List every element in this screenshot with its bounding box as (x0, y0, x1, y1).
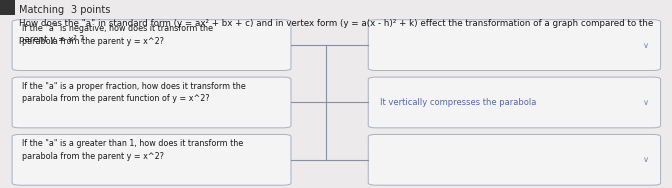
Text: Matching: Matching (19, 5, 64, 15)
FancyBboxPatch shape (0, 0, 15, 15)
FancyBboxPatch shape (368, 134, 661, 185)
Text: parent y = x² ?: parent y = x² ? (19, 35, 84, 44)
FancyBboxPatch shape (12, 20, 291, 70)
Text: ∨: ∨ (642, 41, 649, 50)
FancyBboxPatch shape (12, 134, 291, 185)
Text: ∨: ∨ (642, 98, 649, 107)
Text: ∨: ∨ (642, 155, 649, 164)
FancyBboxPatch shape (368, 20, 661, 70)
FancyBboxPatch shape (12, 77, 291, 128)
Text: If the "a" is a greater than 1, how does it transform the
parabola from the pare: If the "a" is a greater than 1, how does… (22, 139, 243, 161)
Text: If the "a" is a proper fraction, how does it transform the
parabola from the par: If the "a" is a proper fraction, how doe… (22, 82, 246, 103)
Text: If the "a" is negative, how does it transform the
parabola from the parent y = x: If the "a" is negative, how does it tran… (22, 24, 213, 46)
FancyBboxPatch shape (368, 77, 661, 128)
Text: How does the "a" in standard form (y = ax² + bx + c) and in vertex form (y = a(x: How does the "a" in standard form (y = a… (19, 19, 653, 28)
Text: 3 points: 3 points (71, 5, 110, 15)
Text: It vertically compresses the parabola: It vertically compresses the parabola (380, 98, 537, 107)
